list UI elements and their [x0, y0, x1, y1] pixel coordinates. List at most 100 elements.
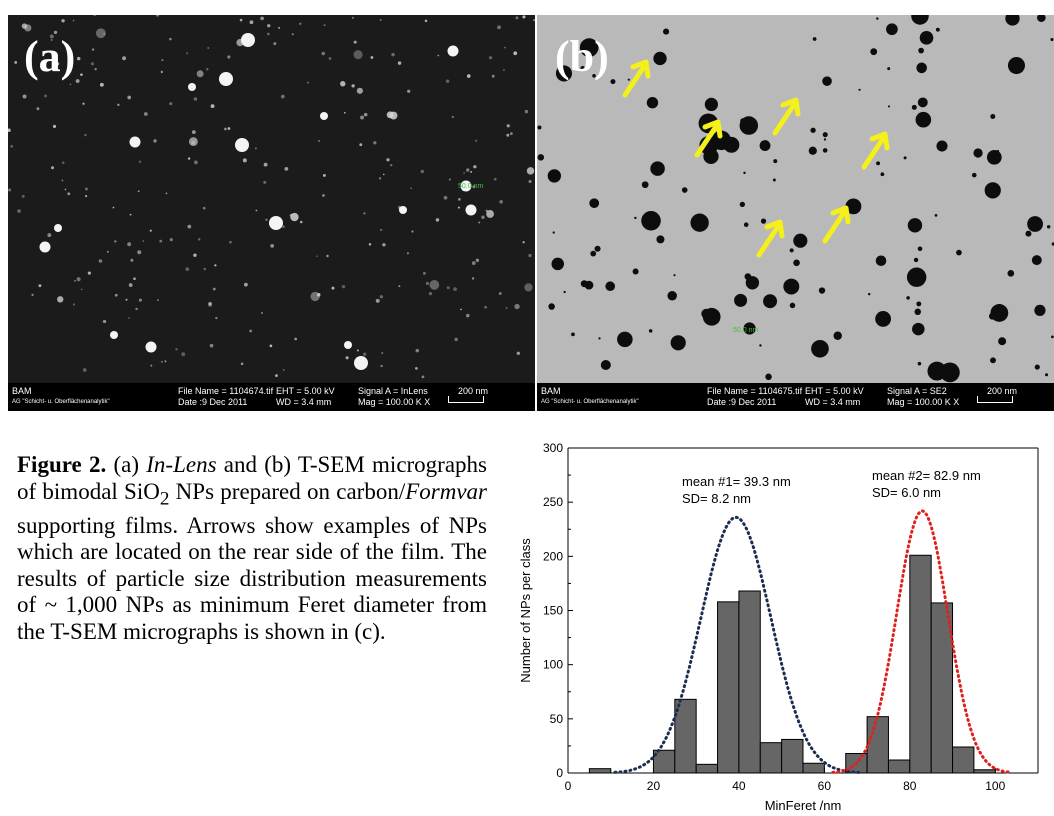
caption-text: (a) — [106, 452, 147, 477]
particle — [634, 216, 637, 220]
particle — [533, 19, 535, 22]
particle — [368, 243, 372, 246]
particle — [102, 319, 107, 324]
particle — [822, 132, 828, 138]
panel-label-a: (a) — [24, 32, 76, 81]
particle — [239, 18, 243, 22]
particle — [191, 130, 196, 135]
particle — [155, 15, 160, 17]
chart-fit-curves — [613, 509, 1012, 774]
particle — [475, 139, 478, 142]
particle — [133, 277, 136, 280]
particle — [759, 140, 771, 152]
particle — [51, 64, 56, 69]
particle — [215, 316, 218, 320]
particle — [605, 281, 616, 292]
particle — [340, 81, 346, 87]
histogram-bar — [909, 554, 932, 774]
particle — [822, 148, 828, 153]
particle — [509, 132, 513, 135]
particle — [266, 32, 270, 36]
particle — [811, 339, 829, 358]
particle — [224, 127, 227, 131]
particle — [887, 67, 891, 71]
particle — [887, 105, 891, 108]
particle — [265, 218, 268, 221]
particle — [484, 305, 487, 309]
particle — [64, 188, 67, 191]
eht-label: EHT = 5.00 kV — [805, 386, 864, 396]
y-tick-label: 250 — [543, 495, 563, 509]
particle — [84, 133, 87, 137]
particle — [406, 252, 410, 255]
particle — [759, 344, 762, 347]
arrow-icon — [622, 59, 651, 98]
particle — [411, 230, 414, 233]
particle — [415, 348, 420, 353]
particle — [858, 88, 861, 91]
particle — [186, 52, 189, 55]
particle — [656, 235, 665, 244]
particle — [328, 57, 332, 60]
particle — [936, 140, 948, 152]
particle — [528, 253, 532, 258]
particle — [85, 187, 88, 191]
particle — [10, 144, 14, 148]
particle — [91, 48, 95, 51]
particle — [241, 33, 255, 47]
particle — [822, 76, 832, 86]
particle — [161, 360, 163, 363]
particle — [783, 278, 800, 295]
particle — [1046, 225, 1051, 229]
particle — [563, 290, 566, 294]
particle — [514, 303, 520, 310]
particle — [331, 286, 335, 290]
particle — [491, 74, 495, 78]
particle — [373, 141, 377, 145]
particle — [428, 292, 433, 296]
particle — [912, 322, 925, 336]
particle — [181, 352, 186, 357]
particle — [429, 280, 440, 290]
particle — [85, 195, 88, 198]
particle — [194, 160, 198, 165]
micrograph-a-image — [8, 15, 535, 379]
particle — [269, 344, 273, 348]
particle — [935, 27, 940, 32]
particle — [44, 94, 47, 98]
y-tick-label: 300 — [543, 441, 563, 455]
particle — [793, 233, 808, 248]
particle — [911, 104, 917, 110]
particle — [208, 301, 212, 306]
particle — [971, 172, 977, 178]
particle — [282, 368, 285, 371]
particle — [876, 17, 879, 20]
particle — [106, 250, 109, 253]
chart-labels: 0 50 100 150 200 250 300 0 20 40 60 80 100 mean #1= 3… — [518, 441, 1006, 813]
particle — [579, 38, 599, 57]
particle — [137, 250, 142, 255]
particle — [934, 214, 938, 217]
particle — [465, 204, 477, 216]
gaussian-fit-curve — [613, 515, 860, 774]
particle — [956, 249, 962, 256]
particle — [552, 231, 555, 234]
particle — [919, 31, 934, 45]
particle — [142, 240, 145, 242]
mag-label: Mag = 100.00 K X — [358, 397, 431, 407]
caption-subscript: 2 — [159, 488, 170, 510]
particle — [914, 308, 922, 316]
particle — [667, 290, 677, 301]
particle — [129, 136, 141, 148]
x-tick-label: 40 — [732, 779, 746, 793]
particle — [130, 258, 134, 262]
scale-label: 200 nm — [987, 386, 1018, 396]
particle — [723, 136, 740, 153]
file-name: File Name = 1104675.tif — [707, 386, 803, 396]
particle — [164, 360, 167, 363]
particle — [513, 51, 518, 56]
particle — [240, 362, 244, 366]
particle — [299, 220, 303, 224]
particle — [522, 15, 526, 19]
chart-bars — [588, 554, 996, 774]
